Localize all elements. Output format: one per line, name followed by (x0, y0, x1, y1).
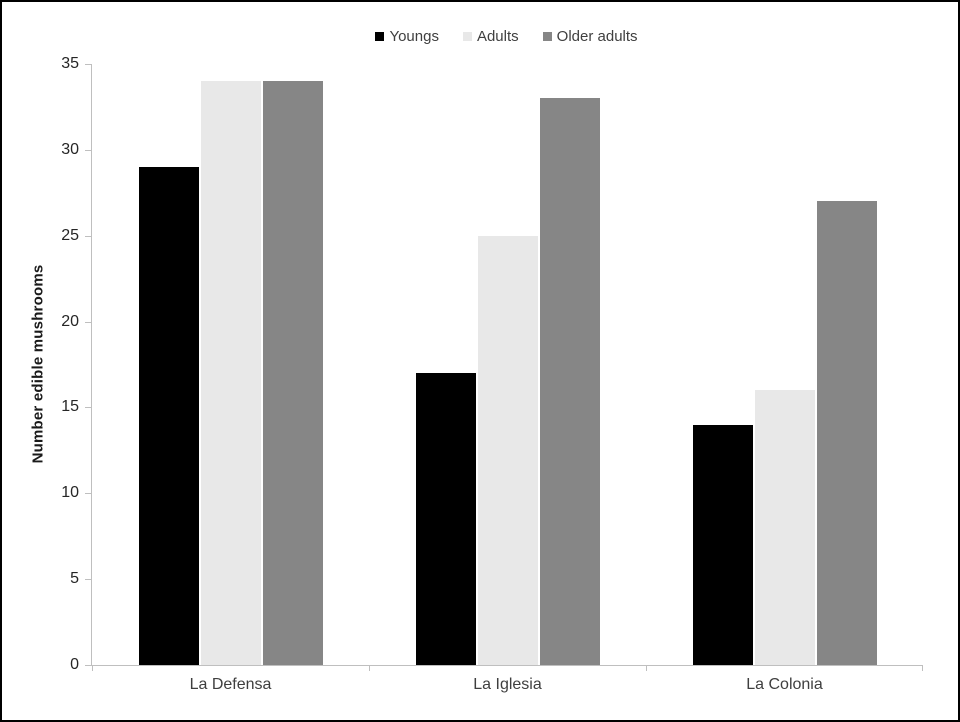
y-tick-label: 15 (61, 398, 79, 416)
legend-marker-icon (542, 31, 552, 41)
y-axis-tick (85, 321, 91, 323)
legend: Youngs Adults Older adults (91, 26, 922, 46)
x-axis-tick (646, 665, 647, 671)
bar-older-adults-la-iglesia (538, 98, 601, 665)
y-tick-label: 5 (70, 570, 79, 588)
bar-youngs-la-iglesia (414, 373, 477, 665)
y-axis-tick (85, 235, 91, 237)
y-axis-tick (85, 407, 91, 409)
y-tick-label: 35 (61, 55, 79, 72)
x-axis-tick (92, 665, 93, 671)
y-tick-label: 10 (61, 484, 79, 502)
y-tick-label: 25 (61, 226, 79, 244)
x-category-label: La Iglesia (473, 676, 542, 693)
plot-area: 0 5 10 15 20 25 30 35 La Defensa La Iglesia La Col… (61, 55, 923, 693)
bar-youngs-la-colonia (691, 424, 754, 665)
y-tick-label: 20 (61, 312, 79, 330)
x-axis-tick (369, 665, 370, 671)
y-tick-label: 30 (61, 140, 79, 158)
y-axis-tick (85, 64, 91, 65)
x-category-label: La Colonia (746, 676, 823, 693)
bar-older-adults-la-colonia (815, 201, 878, 665)
bar-adults-la-colonia (753, 390, 816, 665)
x-axis-tick (922, 665, 923, 671)
legend-item: Adults (462, 27, 519, 45)
bar-youngs-la-defensa (137, 167, 200, 665)
legend-marker-icon (375, 31, 385, 41)
bar-adults-la-defensa (199, 81, 262, 665)
y-axis-tick (85, 579, 91, 581)
y-tick-label: 0 (70, 656, 79, 673)
x-category-label: La Defensa (189, 676, 272, 693)
legend-item: Youngs (375, 28, 439, 45)
bar-adults-la-iglesia (476, 235, 539, 665)
y-axis-title: Number edible mushrooms (29, 264, 47, 464)
y-axis-tick (85, 665, 91, 666)
legend-marker-icon (462, 31, 472, 41)
bar-older-adults-la-defensa (261, 81, 324, 665)
legend-item: Older adults (542, 27, 638, 45)
y-axis-tick (85, 493, 91, 495)
y-axis-tick (85, 149, 91, 151)
legend-label: Youngs (389, 27, 439, 45)
legend-label: Adults (476, 27, 519, 45)
legend-label: Older adults (556, 27, 638, 45)
